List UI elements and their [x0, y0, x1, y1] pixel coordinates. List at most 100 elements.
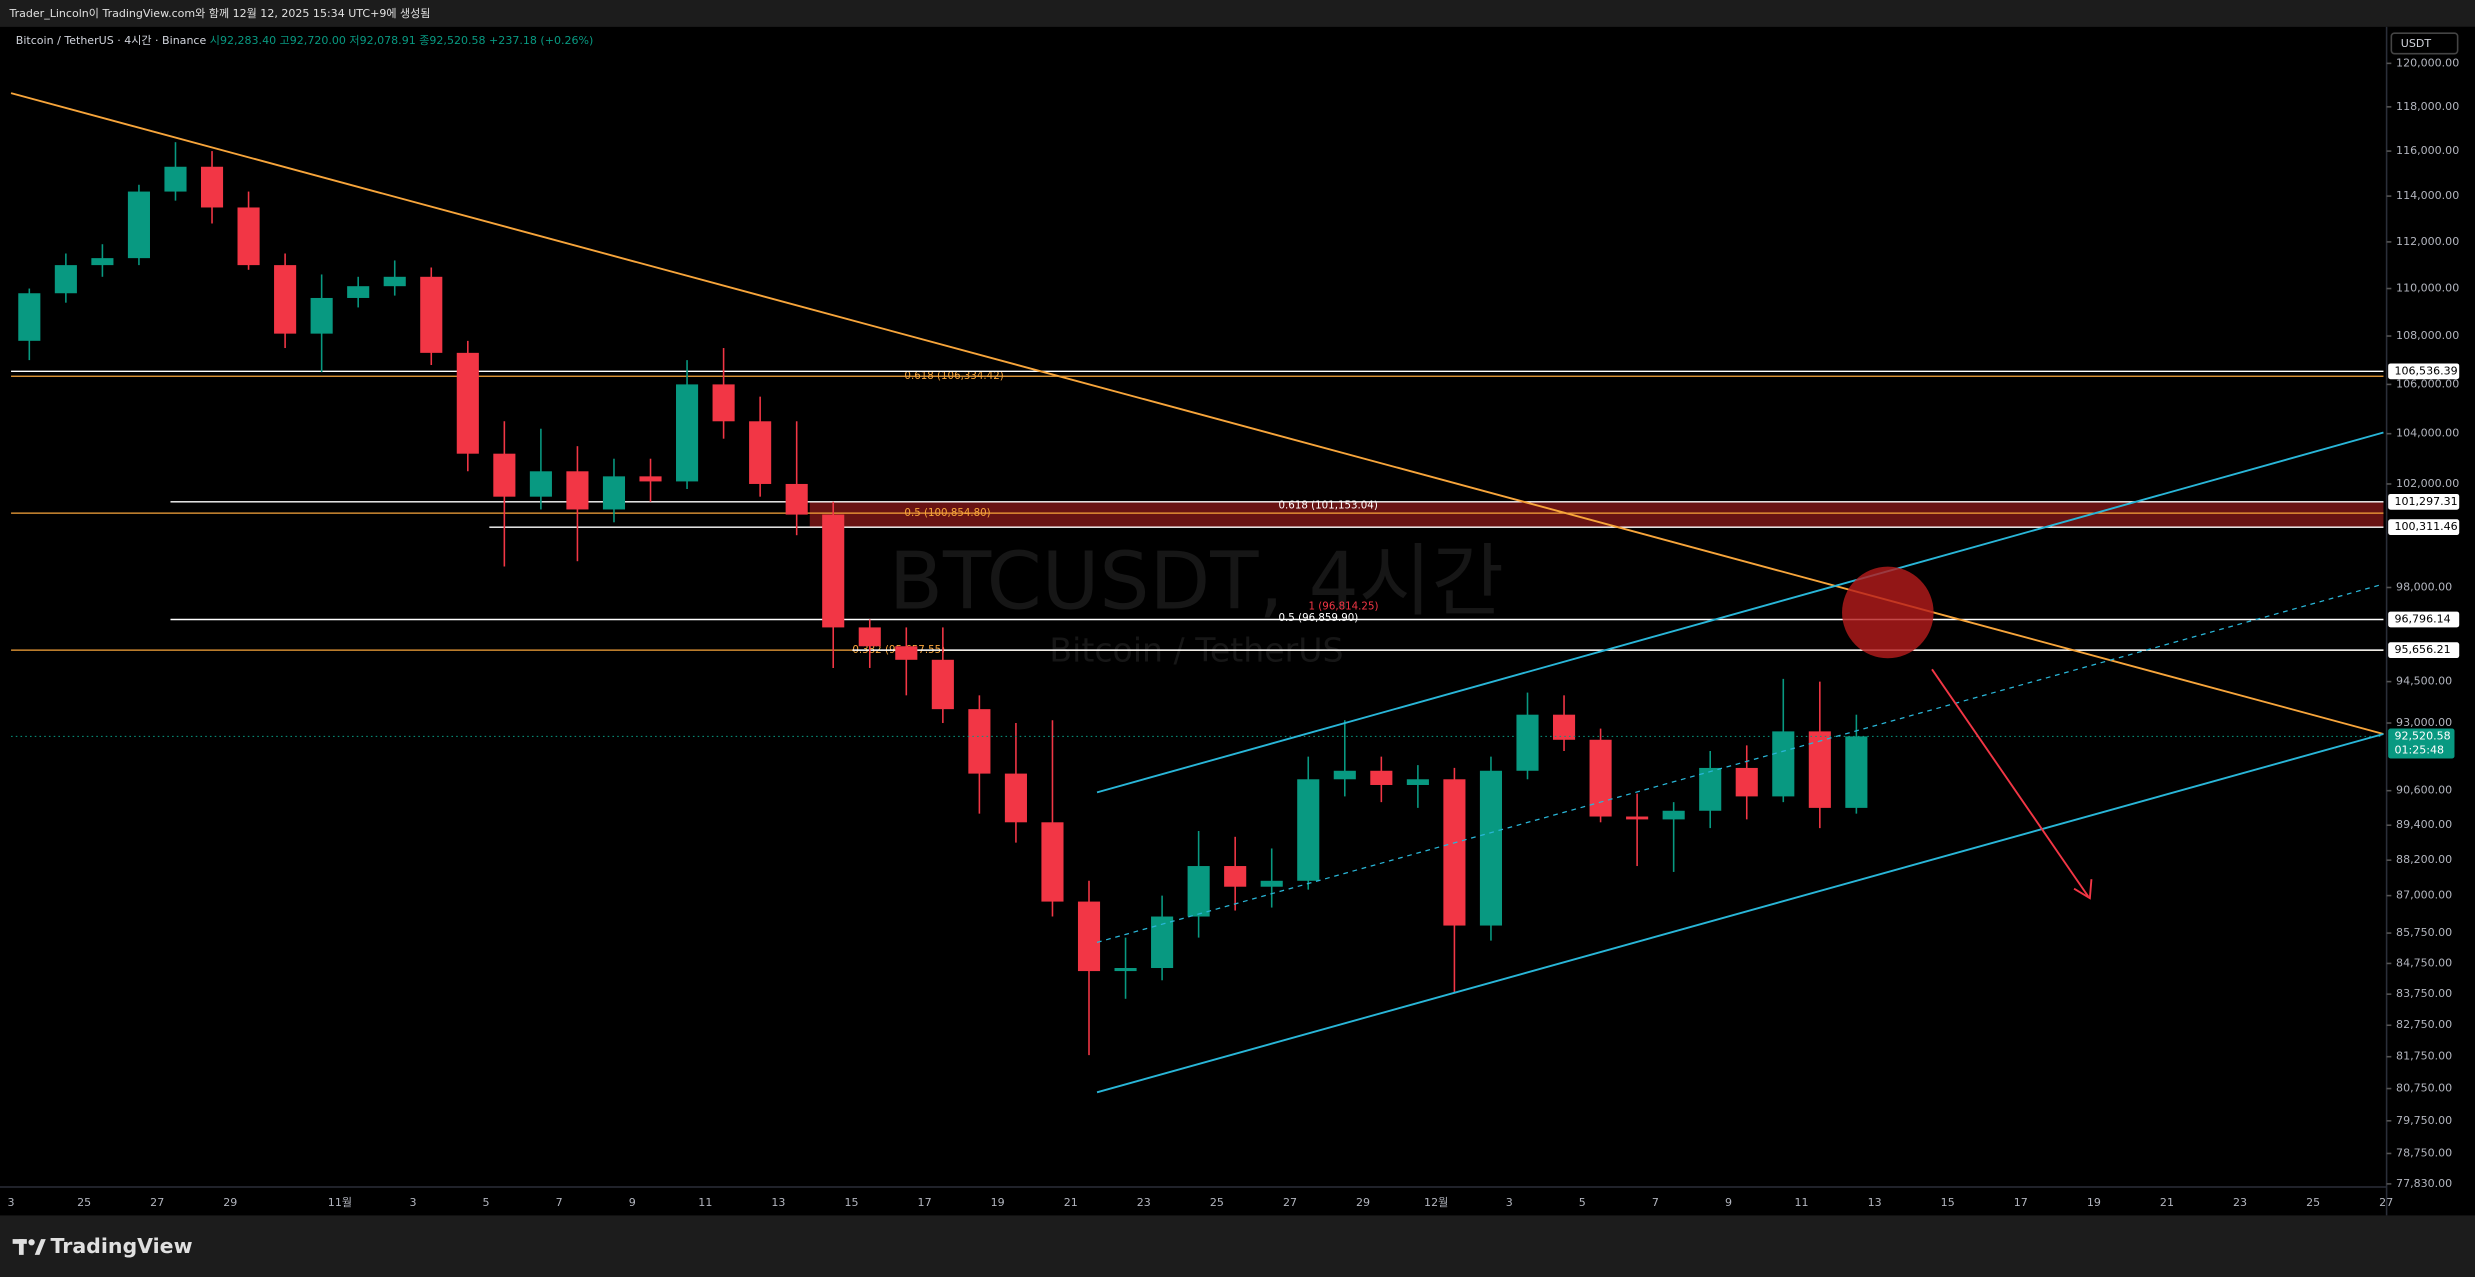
candle-body — [456, 352, 479, 454]
x-tick-label: 11 — [698, 1196, 712, 1209]
low: 저92,078.91 — [349, 34, 415, 47]
footer-bar — [0, 1215, 2475, 1277]
candle-body — [1443, 779, 1466, 926]
level-tag — [2388, 363, 2460, 380]
y-tick-label: 79,750.00 — [2396, 1114, 2452, 1127]
logo-part — [34, 1239, 46, 1255]
open: 시92,283.40 — [210, 34, 276, 47]
y-tick-label: 85,750.00 — [2396, 926, 2452, 939]
fib-label: 1 (96,814.25) — [1309, 600, 1379, 612]
legend-line: Bitcoin / TetherUS · 4시간 · Binance 시92,2… — [16, 34, 594, 47]
y-tick-label: 82,750.00 — [2396, 1018, 2452, 1031]
fib-label: 0.5 (100,854.80) — [904, 507, 990, 519]
candle-body — [420, 276, 443, 353]
candle-body — [1004, 773, 1027, 823]
y-tick-label: 108,000.00 — [2396, 329, 2459, 342]
candle-body — [529, 471, 552, 497]
y-tick-label: 104,000.00 — [2396, 427, 2459, 440]
candle-body — [968, 709, 991, 774]
candle-body — [712, 384, 735, 422]
level-tag — [2388, 611, 2460, 628]
candle-body — [1479, 770, 1503, 926]
y-tick-label: 87,000.00 — [2396, 889, 2452, 902]
y-tick-label: 102,000.00 — [2396, 477, 2459, 490]
x-tick-label: 29 — [223, 1196, 237, 1209]
y-tick-label: 98,000.00 — [2396, 580, 2452, 593]
watermark: BTCUSDT, 4시간 — [889, 536, 1504, 628]
fib-label: 0.5 (96,859.90) — [1279, 612, 1359, 624]
channel-upper — [1096, 431, 2384, 794]
x-tick-label: 15 — [1941, 1196, 1955, 1209]
candle-body — [493, 453, 516, 497]
arrow-head — [2073, 879, 2093, 900]
logo-part — [28, 1239, 35, 1246]
x-tick-label: 5 — [1579, 1196, 1586, 1209]
candle-body — [931, 659, 954, 710]
caption: Trader_Lincoln이 TradingView.com와 함께 12월 … — [8, 7, 430, 20]
candle-body — [566, 471, 589, 510]
candle-body — [1699, 767, 1722, 811]
x-tick-label: 23 — [2233, 1196, 2247, 1209]
candle-body — [383, 276, 406, 287]
candle-body — [1589, 739, 1612, 817]
y-tick-label: 81,750.00 — [2396, 1050, 2452, 1063]
level-tag — [2388, 493, 2460, 510]
candle-body — [858, 627, 881, 647]
countdown: 01:25:48 — [2394, 744, 2444, 757]
candle-body — [895, 646, 918, 660]
x-tick-label: 12월 — [1424, 1196, 1448, 1209]
supply-zone — [809, 501, 2384, 528]
candle-body — [91, 258, 114, 266]
candle-body — [639, 476, 662, 482]
legend: Bitcoin / TetherUS · 4시간 · Binance 시92,2… — [16, 34, 594, 47]
candle-body — [1260, 880, 1283, 887]
x-tick-label: 13 — [771, 1196, 785, 1209]
level-tag-label: 106,536.39 — [2394, 364, 2457, 377]
y-tick-label: 112,000.00 — [2396, 235, 2459, 248]
y-tick-label: 116,000.00 — [2396, 144, 2459, 157]
symbol: Bitcoin / TetherUS · 4시간 · Binance — [16, 34, 207, 47]
logo-icon — [12, 1239, 46, 1255]
candle-body — [1041, 822, 1064, 902]
candle-body — [1077, 901, 1101, 972]
candle-body — [1626, 816, 1649, 820]
candle-body — [1297, 779, 1320, 881]
candle-body — [602, 476, 626, 510]
candle-body — [1516, 714, 1539, 771]
candle-body — [274, 265, 297, 334]
candle-body — [200, 166, 224, 208]
y-tick-label: 118,000.00 — [2396, 100, 2459, 113]
candle-body — [1114, 968, 1137, 972]
arrow-line — [1931, 668, 2090, 898]
y-tick-label: 110,000.00 — [2396, 282, 2459, 295]
y-tick-label: 90,600.00 — [2396, 784, 2452, 797]
x-tick-label: 11 — [1795, 1196, 1809, 1209]
x-tick-label: 7 — [1652, 1196, 1659, 1209]
candle-body — [1406, 779, 1429, 785]
candle-body — [237, 207, 260, 266]
candle-body — [1151, 916, 1174, 969]
fib-label: 0.618 (106,334.42) — [904, 370, 1003, 382]
x-tick-label: 27 — [1283, 1196, 1297, 1209]
x-tick-label: 29 — [1356, 1196, 1370, 1209]
currency-button[interactable] — [2390, 32, 2459, 55]
close: 종92,520.58 — [419, 34, 485, 47]
drawings — [10, 92, 2384, 1094]
y-tick-label: 106,000.00 — [2396, 377, 2459, 390]
highlight-circle — [1842, 566, 1934, 659]
level-tag — [2388, 519, 2460, 536]
x-tick-label: 19 — [991, 1196, 1005, 1209]
channel-lower — [1096, 733, 2384, 1094]
y-tick-label: 77,830.00 — [2396, 1177, 2452, 1190]
candle-body — [1845, 736, 1868, 808]
x-tick-label: 3 — [8, 1196, 15, 1209]
currency[interactable]: USDT — [2401, 37, 2432, 50]
candle-body — [749, 421, 772, 484]
y-tick-label: 78,750.00 — [2396, 1146, 2452, 1159]
logo-text[interactable]: TradingView — [51, 1234, 193, 1258]
x-tick-label: 17 — [2014, 1196, 2028, 1209]
